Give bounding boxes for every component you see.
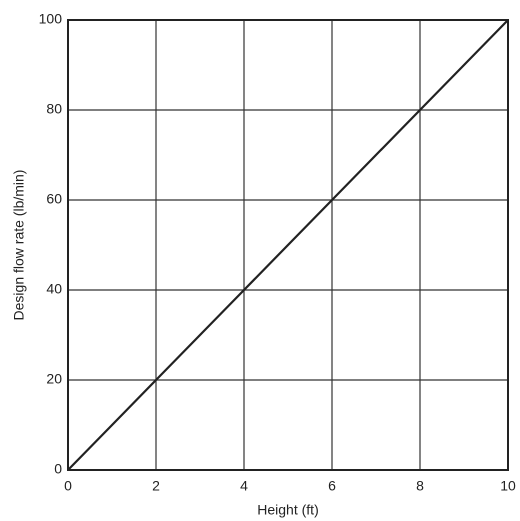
y-tick-label: 40 [46, 281, 62, 297]
x-tick-label: 0 [64, 478, 72, 494]
x-tick-label: 2 [152, 478, 160, 494]
y-tick-label: 100 [39, 11, 63, 27]
y-tick-label: 80 [46, 101, 62, 117]
x-tick-label: 4 [240, 478, 248, 494]
data-line [67, 19, 509, 471]
y-tick-label: 60 [46, 191, 62, 207]
y-axis-label: Design flow rate (lb/min) [11, 170, 27, 321]
plot-frame [67, 19, 509, 471]
y-tick-label: 20 [46, 371, 62, 387]
x-tick-label: 8 [416, 478, 424, 494]
x-tick-label: 10 [500, 478, 516, 494]
y-tick-label: 0 [54, 461, 62, 477]
x-axis-label: Height (ft) [257, 502, 318, 518]
x-tick-label: 6 [328, 478, 336, 494]
